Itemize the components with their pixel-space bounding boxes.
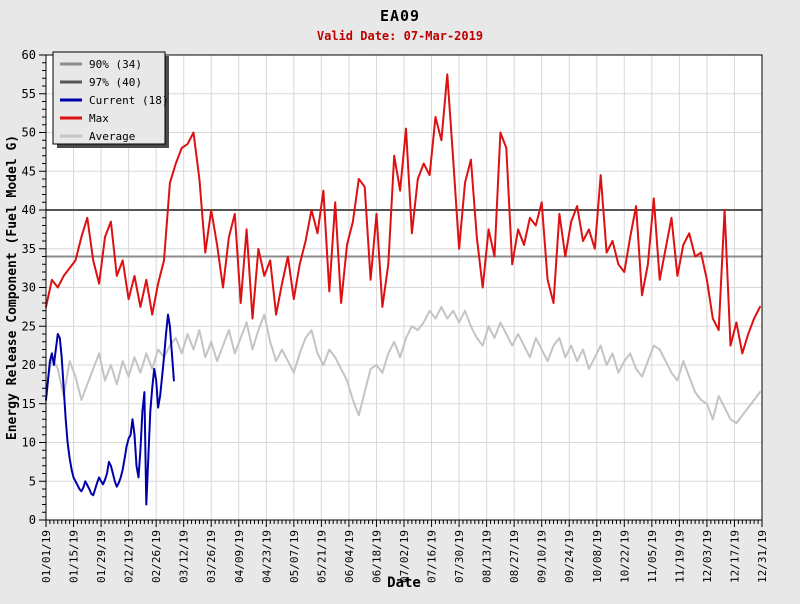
- x-tick-label: 02/12/19: [123, 530, 136, 583]
- y-tick-label: 45: [22, 164, 36, 178]
- x-tick-label: 12/17/19: [728, 530, 741, 583]
- y-tick-label: 10: [22, 436, 36, 450]
- legend-label: Current (18): [89, 94, 168, 107]
- x-tick-label: 12/31/19: [756, 530, 769, 583]
- x-tick-label: 04/09/19: [233, 530, 246, 583]
- y-axis-title: Energy Release Component (Fuel Model G): [5, 135, 20, 440]
- x-tick-label: 01/01/19: [40, 530, 53, 583]
- y-tick-label: 55: [22, 87, 36, 101]
- legend-box: [52, 51, 166, 145]
- x-tick-label: 09/10/19: [536, 530, 549, 583]
- x-tick-label: 04/23/19: [260, 530, 273, 583]
- x-tick-label: 03/26/19: [205, 530, 218, 583]
- y-tick-label: 15: [22, 397, 36, 411]
- legend-label: 90% (34): [89, 58, 142, 71]
- legend-label: Average: [89, 130, 135, 143]
- y-tick-label: 5: [29, 474, 36, 488]
- x-axis-title: Date: [387, 575, 421, 591]
- y-tick-label: 25: [22, 319, 36, 333]
- x-tick-label: 06/04/19: [343, 530, 356, 583]
- y-tick-label: 35: [22, 242, 36, 256]
- x-tick-label: 11/19/19: [673, 530, 686, 583]
- x-tick-label: 05/21/19: [315, 530, 328, 583]
- x-tick-label: 08/27/19: [508, 530, 521, 583]
- y-tick-label: 40: [22, 203, 36, 217]
- x-tick-label: 02/26/19: [150, 530, 163, 583]
- chart-title: EA09: [379, 7, 421, 25]
- series-max: [45, 73, 761, 355]
- legend-label: 97% (40): [89, 76, 142, 89]
- chart-valid-date: Valid Date: 07-Mar-2019: [316, 29, 484, 43]
- x-tick-label: 12/03/19: [701, 530, 714, 583]
- series-current: [45, 313, 175, 506]
- y-tick-label: 50: [22, 126, 36, 140]
- x-tick-label: 06/18/19: [370, 530, 383, 583]
- x-tick-label: 01/15/19: [68, 530, 81, 583]
- y-tick-label: 20: [22, 358, 36, 372]
- y-tick-label: 0: [29, 513, 36, 527]
- x-tick-label: 09/24/19: [563, 530, 576, 583]
- x-tick-label: 03/12/19: [178, 530, 191, 583]
- y-tick-label: 60: [22, 48, 36, 62]
- x-tick-label: 07/16/19: [426, 530, 439, 583]
- x-tick-label: 11/05/19: [646, 530, 659, 583]
- x-tick-label: 01/29/19: [95, 530, 108, 583]
- x-tick-label: 10/08/19: [591, 530, 604, 583]
- x-tick-label: 10/22/19: [618, 530, 631, 583]
- y-tick-label: 30: [22, 281, 36, 295]
- x-tick-label: 07/02/19: [398, 530, 411, 583]
- legend-label: Max: [89, 112, 109, 125]
- x-tick-label: 08/13/19: [481, 530, 494, 583]
- x-tick-label: 07/30/19: [453, 530, 466, 583]
- x-tick-label: 05/07/19: [288, 530, 301, 583]
